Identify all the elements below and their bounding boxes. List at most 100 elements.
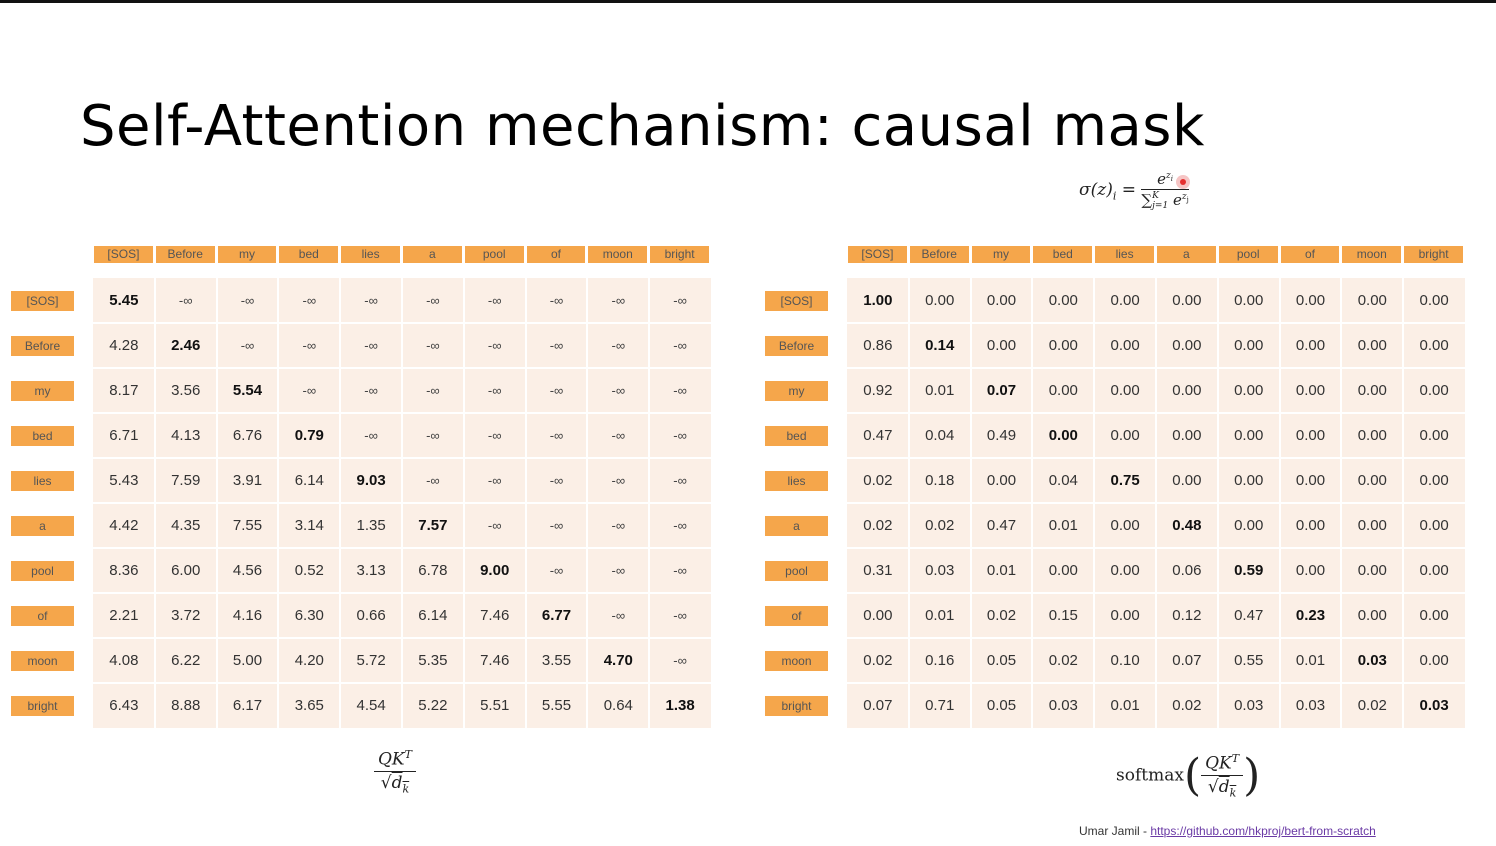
diagonal-cell: 5.45: [109, 292, 139, 309]
matrix-cell: 2.21: [109, 607, 139, 624]
matrix-cell: 0.00: [1172, 427, 1202, 444]
diagonal-cell: 7.57: [418, 517, 448, 534]
matrix-cell: 7.46: [480, 652, 510, 669]
column-header: Before: [909, 246, 969, 263]
matrix-cell: 0.71: [925, 697, 955, 714]
softmax-fraction: ezi ∑K j=1 ezj: [1141, 170, 1189, 211]
matrix-cell: 0.52: [294, 562, 324, 579]
row-label: moon: [11, 650, 74, 671]
matrix-cell: 0.00: [986, 472, 1017, 489]
row-label: lies: [11, 470, 74, 491]
matrix-cell: 6.71: [109, 427, 139, 444]
matrix-cell: -∞: [549, 473, 564, 488]
column-header: moon: [588, 246, 648, 263]
matrix-cell: 0.00: [1234, 427, 1264, 444]
matrix-cell: 0.00: [1048, 382, 1078, 399]
matrix-cell: -∞: [611, 383, 626, 398]
matrix-cell: -∞: [426, 338, 440, 353]
column-header: a: [403, 246, 462, 263]
matrix-cell: 0.02: [1357, 697, 1387, 714]
matrix-cell: -∞: [364, 428, 378, 443]
matrix-cell: 0.01: [1295, 652, 1326, 669]
row-label: my: [11, 380, 74, 401]
matrix-cell: 0.18: [925, 472, 955, 489]
matrix-cell: 4.20: [294, 652, 324, 669]
column-header: lies: [341, 246, 400, 263]
matrix-cell: 4.54: [356, 697, 386, 714]
matrix-cell: 0.92: [863, 382, 893, 399]
column-header: my: [971, 246, 1031, 263]
matrix-cell: -∞: [426, 293, 440, 308]
matrix-cell: 0.07: [1172, 652, 1202, 669]
matrix-cell: -∞: [240, 293, 255, 308]
matrix-cell: 0.00: [1419, 517, 1449, 534]
matrix-cell: -∞: [426, 473, 440, 488]
matrix-cell: 0.03: [1048, 697, 1078, 714]
row-label: Before: [11, 335, 74, 356]
matrix-cell: 0.00: [1419, 607, 1449, 624]
column-header: a: [1157, 246, 1216, 263]
diagonal-cell: 0.79: [294, 427, 324, 444]
row-separator: [847, 367, 1465, 369]
pointer-cursor-icon: [1176, 175, 1190, 189]
matrix-cell: -∞: [487, 473, 502, 488]
matrix-cell: 0.00: [1234, 382, 1264, 399]
row-separator: [93, 412, 711, 414]
matrix-cell: -∞: [611, 338, 626, 353]
column-header: Before: [155, 246, 215, 263]
row-separator: [847, 502, 1465, 504]
sigma-symbol: σ(z)i: [1079, 180, 1117, 203]
matrix-cell: 3.91: [232, 472, 263, 489]
row-label: a: [765, 515, 828, 536]
matrix-cell: 0.00: [1234, 337, 1264, 354]
matrix-cell: 5.35: [418, 652, 448, 669]
row-separator: [93, 322, 711, 324]
matrix-cell: 0.00: [1419, 472, 1449, 489]
matrix-cell: 0.00: [1048, 562, 1078, 579]
matrix-cell: 3.72: [171, 607, 201, 624]
diagonal-cell: 9.03: [356, 472, 386, 489]
matrix-cell: 0.64: [603, 697, 633, 714]
row-label: bed: [765, 425, 828, 446]
github-link[interactable]: https://github.com/hkproj/bert-from-scra…: [1150, 824, 1376, 838]
matrix-cell: 0.01: [925, 382, 955, 399]
matrix-cell: 1.35: [356, 517, 386, 534]
matrix-cell: -∞: [673, 608, 687, 623]
diagonal-cell: 0.07: [986, 382, 1017, 399]
matrix-cell: 0.00: [863, 607, 893, 624]
matrix-cell: -∞: [364, 338, 378, 353]
matrix-cell: 0.00: [1048, 337, 1078, 354]
matrix-cell: 0.00: [1357, 337, 1387, 354]
matrix-cell: -∞: [673, 428, 687, 443]
matrix-cell: 3.65: [294, 697, 324, 714]
matrix-cell: 0.00: [1419, 427, 1449, 444]
row-label: a: [11, 515, 74, 536]
column-header: [SOS]: [94, 246, 153, 263]
matrix-cell: 0.66: [356, 607, 386, 624]
matrix-cell: 0.00: [1295, 472, 1326, 489]
matrix-cell: 6.78: [418, 562, 448, 579]
row-separator: [93, 637, 711, 639]
slide-title: Self-Attention mechanism: causal mask: [80, 94, 1205, 159]
row-separator: [847, 457, 1465, 459]
matrix-cell: -∞: [302, 383, 317, 398]
matrix-cell: 0.00: [1110, 517, 1140, 534]
matrix-cell: 0.05: [986, 697, 1017, 714]
row-label: [SOS]: [765, 290, 828, 311]
matrix-cell: 0.00: [1172, 292, 1202, 309]
matrix-cell: 0.86: [863, 337, 893, 354]
matrix-cell: 0.04: [1048, 472, 1078, 489]
row-label: my: [765, 380, 828, 401]
matrix-cell: -∞: [673, 473, 687, 488]
right-caption-formula: softmax( QKT √dk ): [1116, 750, 1261, 801]
matrix-cell: -∞: [549, 428, 564, 443]
matrix-cell: 0.06: [1172, 562, 1202, 579]
top-border: [0, 0, 1496, 3]
matrix-cell: 0.01: [986, 562, 1017, 579]
diagonal-cell: 6.77: [541, 607, 572, 624]
matrix-cell: 0.00: [1234, 472, 1264, 489]
matrix-cell: -∞: [611, 293, 626, 308]
matrix-cell: 7.59: [171, 472, 201, 489]
matrix-cell: 8.17: [109, 382, 139, 399]
matrix-cell: -∞: [549, 518, 564, 533]
